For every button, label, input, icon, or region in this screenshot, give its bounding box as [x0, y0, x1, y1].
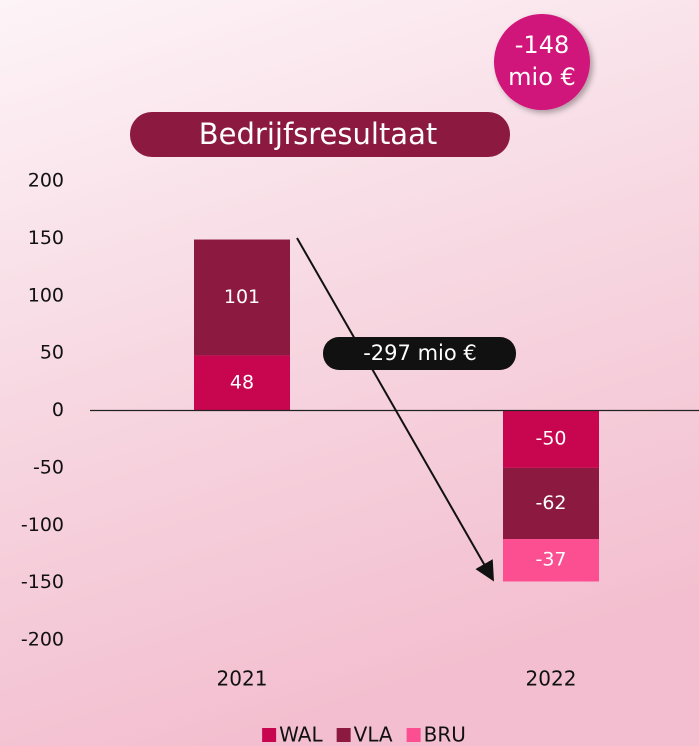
bar-segment: [503, 467, 599, 540]
legend-swatch: [406, 728, 421, 742]
bar-segment: [503, 410, 599, 468]
legend-label: VLA: [354, 723, 393, 746]
arrow: [296, 237, 494, 582]
chart-title: Bedrijfsresultaat: [199, 117, 437, 151]
y-tick-label: 100: [28, 284, 64, 306]
x-tick-label: 2022: [526, 667, 577, 691]
annotation: -297 mio €: [363, 341, 477, 365]
y-tick-label: 50: [40, 342, 64, 364]
data-label: -62: [535, 492, 566, 514]
title-pill: [130, 112, 510, 157]
y-tick-label: -100: [21, 514, 64, 536]
data-label: 101: [224, 286, 260, 308]
legend-label: WAL: [279, 723, 323, 746]
y-tick-label: 150: [28, 227, 64, 249]
badge: [494, 14, 590, 110]
data-label: -50: [535, 428, 566, 450]
y-tick-label: 0: [52, 399, 64, 421]
y-tick-label: -150: [21, 571, 64, 593]
data-label: 48: [230, 371, 254, 393]
bar-segment: [194, 239, 290, 356]
legend-swatch: [336, 728, 351, 742]
bar-segment: [503, 539, 599, 582]
y-tick-label: 200: [28, 170, 64, 192]
legend-label: BRU: [424, 723, 466, 746]
x-tick-label: 2021: [217, 667, 268, 691]
legend-swatch: [262, 728, 277, 742]
data-label: -37: [535, 549, 566, 571]
badge-text: mio €: [508, 63, 576, 91]
y-tick-label: -50: [33, 456, 64, 478]
legend: WAL VLA BRU: [262, 723, 466, 746]
annotation-pill: [323, 337, 516, 370]
y-tick-label: -200: [21, 629, 64, 651]
badge-text: -148: [515, 31, 569, 59]
bar-segment: [194, 355, 290, 411]
